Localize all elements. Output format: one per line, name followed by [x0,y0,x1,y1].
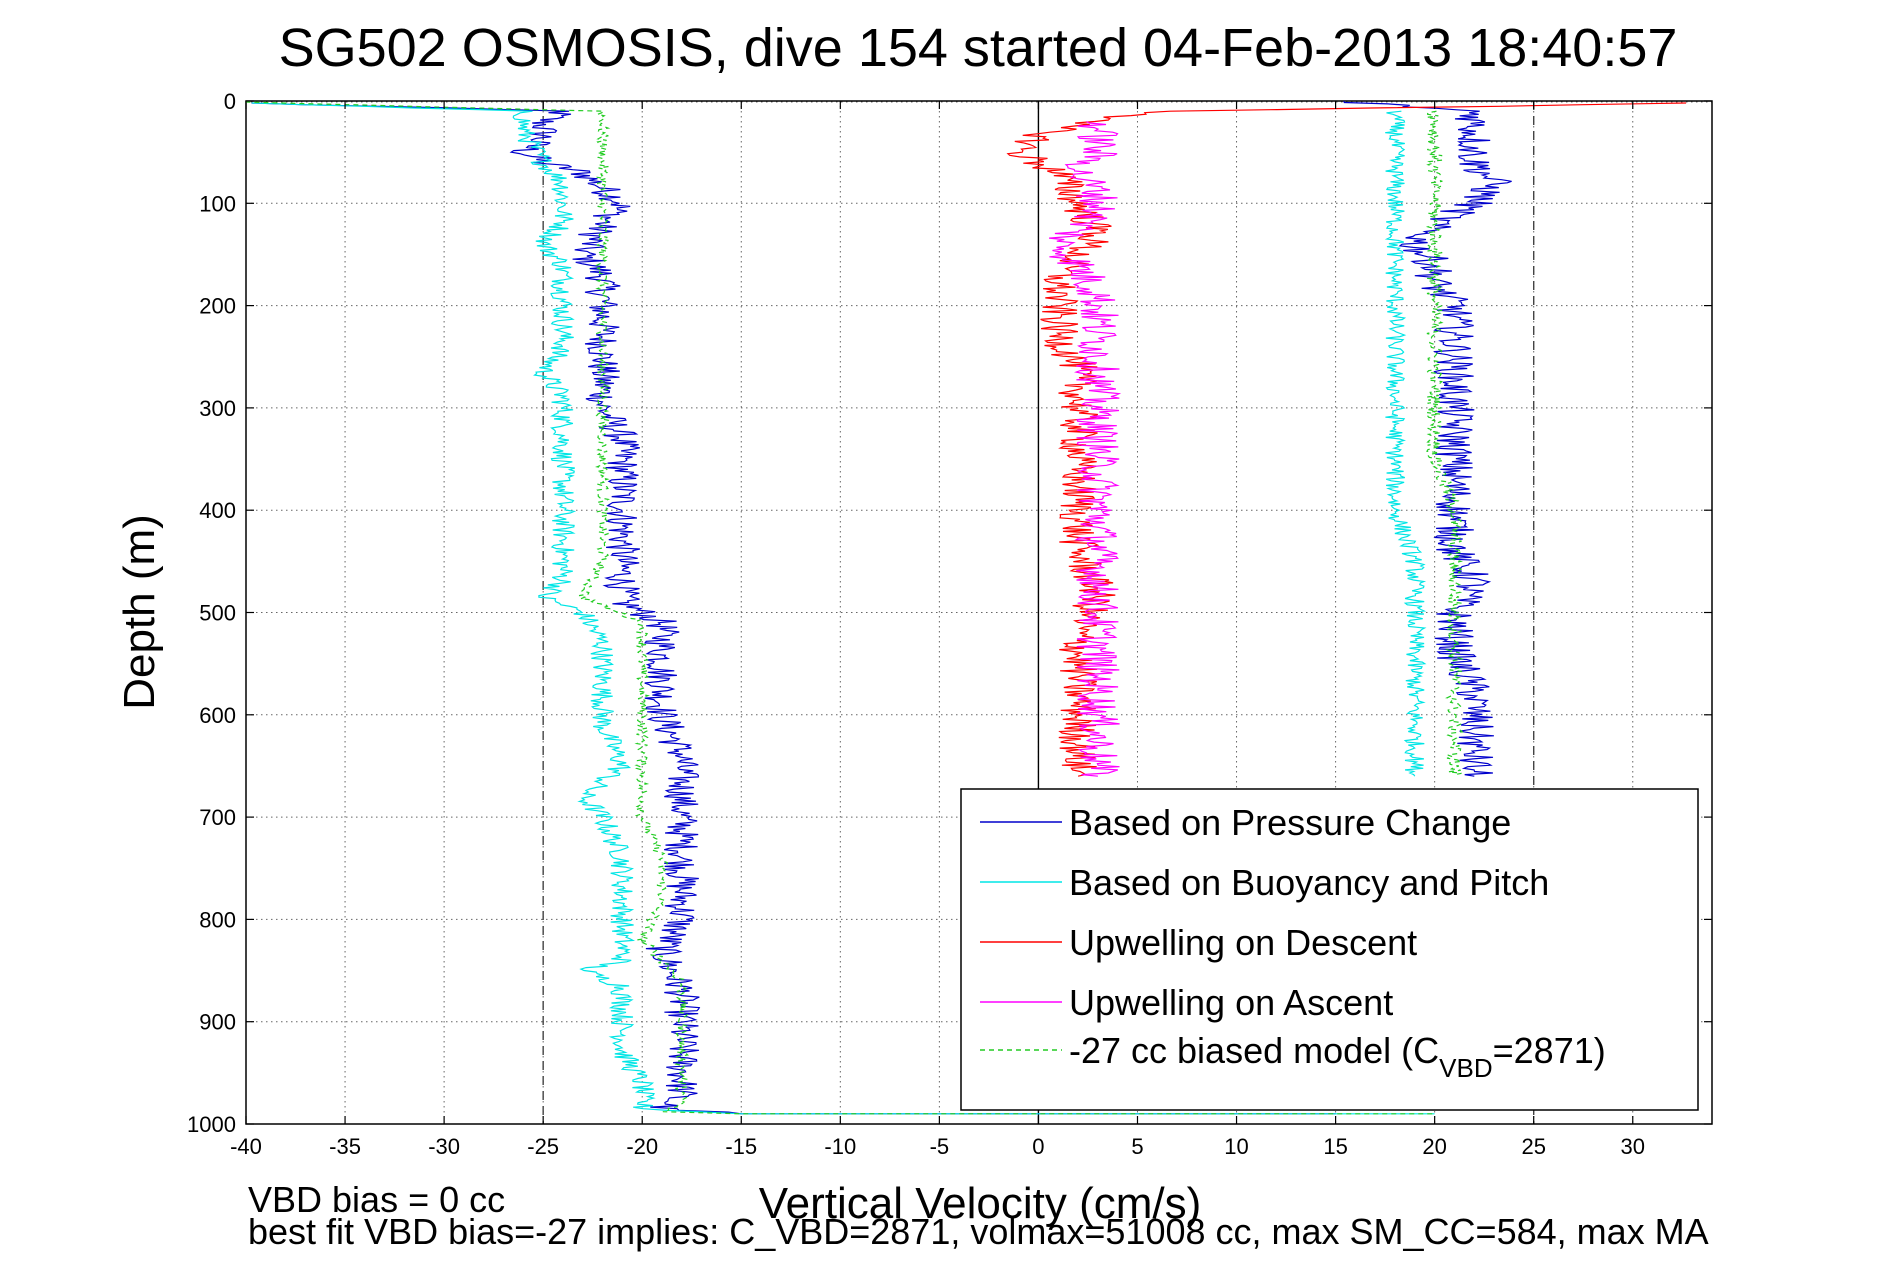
x-tick-label: 30 [1621,1134,1645,1159]
footer-line-2: best fit VBD bias=-27 implies: C_VBD=287… [248,1211,1709,1252]
y-tick-label: 0 [224,89,236,114]
y-tick-label: 300 [199,396,236,421]
x-axis-label: Vertical Velocity (cm/s) [759,1179,1202,1228]
legend-entry-suffix: =2871) [1493,1030,1606,1071]
series-line-model_descent [245,101,1435,1115]
x-tick-label: 5 [1131,1134,1143,1159]
series-line-pressure_descent [251,102,1336,1115]
footer-line-1: VBD bias = 0 cc [248,1179,505,1220]
x-tick-label: 20 [1422,1134,1446,1159]
legend: Based on Pressure Change Based on Buoyanc… [960,788,1699,1111]
x-tick-label: -30 [428,1134,460,1159]
y-tick-label: 600 [199,703,236,728]
x-tick-label: -15 [725,1134,757,1159]
x-tick-label: -5 [930,1134,950,1159]
y-tick-label: 200 [199,294,236,319]
y-tick-label: 100 [199,191,236,216]
y-tick-label: 400 [199,498,236,523]
x-tick-label: 0 [1032,1134,1044,1159]
series-line-upwelling_ascent [1049,120,1122,777]
y-tick-label: 500 [199,601,236,626]
x-tick-label: -35 [329,1134,361,1159]
chart-title: SG502 OSMOSIS, dive 154 started 04-Feb-2… [279,18,1678,78]
x-tick-label: 25 [1521,1134,1545,1159]
legend-entry-subscript: VBD [1439,1053,1492,1083]
series-line-buoyancy_ascent [1384,110,1427,777]
series-line-model_ascent [1425,110,1465,777]
y-tick-label: 900 [199,1010,236,1035]
x-tick-label: 10 [1224,1134,1248,1159]
ticks: -40 -35 -30 -25 -20 -15 -10 -5 0 5 10 15 20 25 3001002… [187,89,1712,1159]
legend-entry: Based on Buoyancy and Pitch [1069,862,1549,903]
y-tick-label: 800 [199,907,236,932]
legend-entry: Based on Pressure Change [1069,802,1511,843]
legend-entry-prefix: -27 cc biased model (C [1069,1030,1439,1071]
legend-entry: Upwelling on Descent [1069,922,1417,963]
x-tick-label: -25 [527,1134,559,1159]
series-line-buoyancy_descent [251,102,1435,1115]
y-tick-label: 700 [199,805,236,830]
y-axis-label: Depth (m) [115,514,164,710]
legend-entry: Upwelling on Ascent [1069,982,1393,1023]
x-tick-label: -10 [824,1134,856,1159]
x-tick-label: 15 [1323,1134,1347,1159]
y-tick-label: 1000 [187,1112,236,1137]
legend-box [960,788,1699,1111]
x-tick-label: -20 [626,1134,658,1159]
series-group [245,100,1687,1115]
x-tick-label: -40 [230,1134,262,1159]
legend-entry: -27 cc biased model (CVBD=2871) [1069,1030,1606,1083]
